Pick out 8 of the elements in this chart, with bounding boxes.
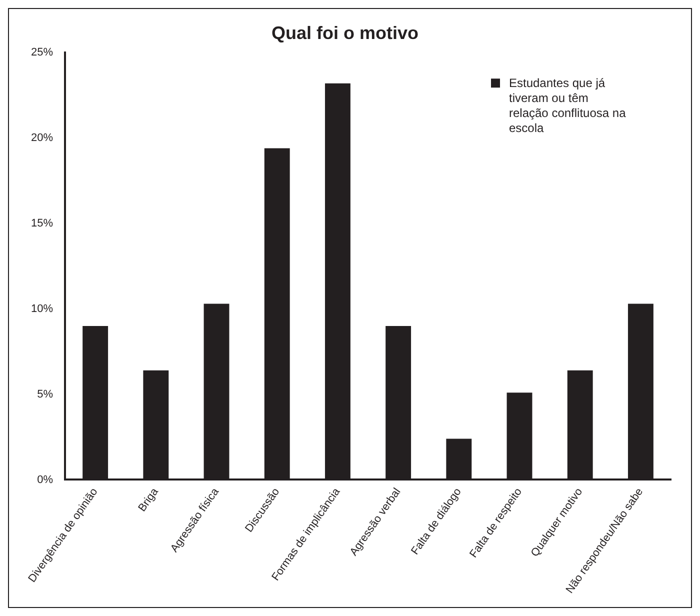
y-tick-label: 0%: [37, 474, 54, 486]
chart-title: Qual foi o motivo: [272, 22, 418, 43]
y-tick-label: 15%: [30, 217, 54, 230]
y-tick-label: 20%: [30, 132, 54, 144]
y-tick-label: 25%: [30, 46, 54, 59]
y-tick-label: 10%: [30, 302, 54, 315]
legend-label: Estudantes que já tiveram ou têm relação conflituosa na escola: [509, 76, 626, 135]
y-tick-label: 5%: [37, 388, 54, 400]
